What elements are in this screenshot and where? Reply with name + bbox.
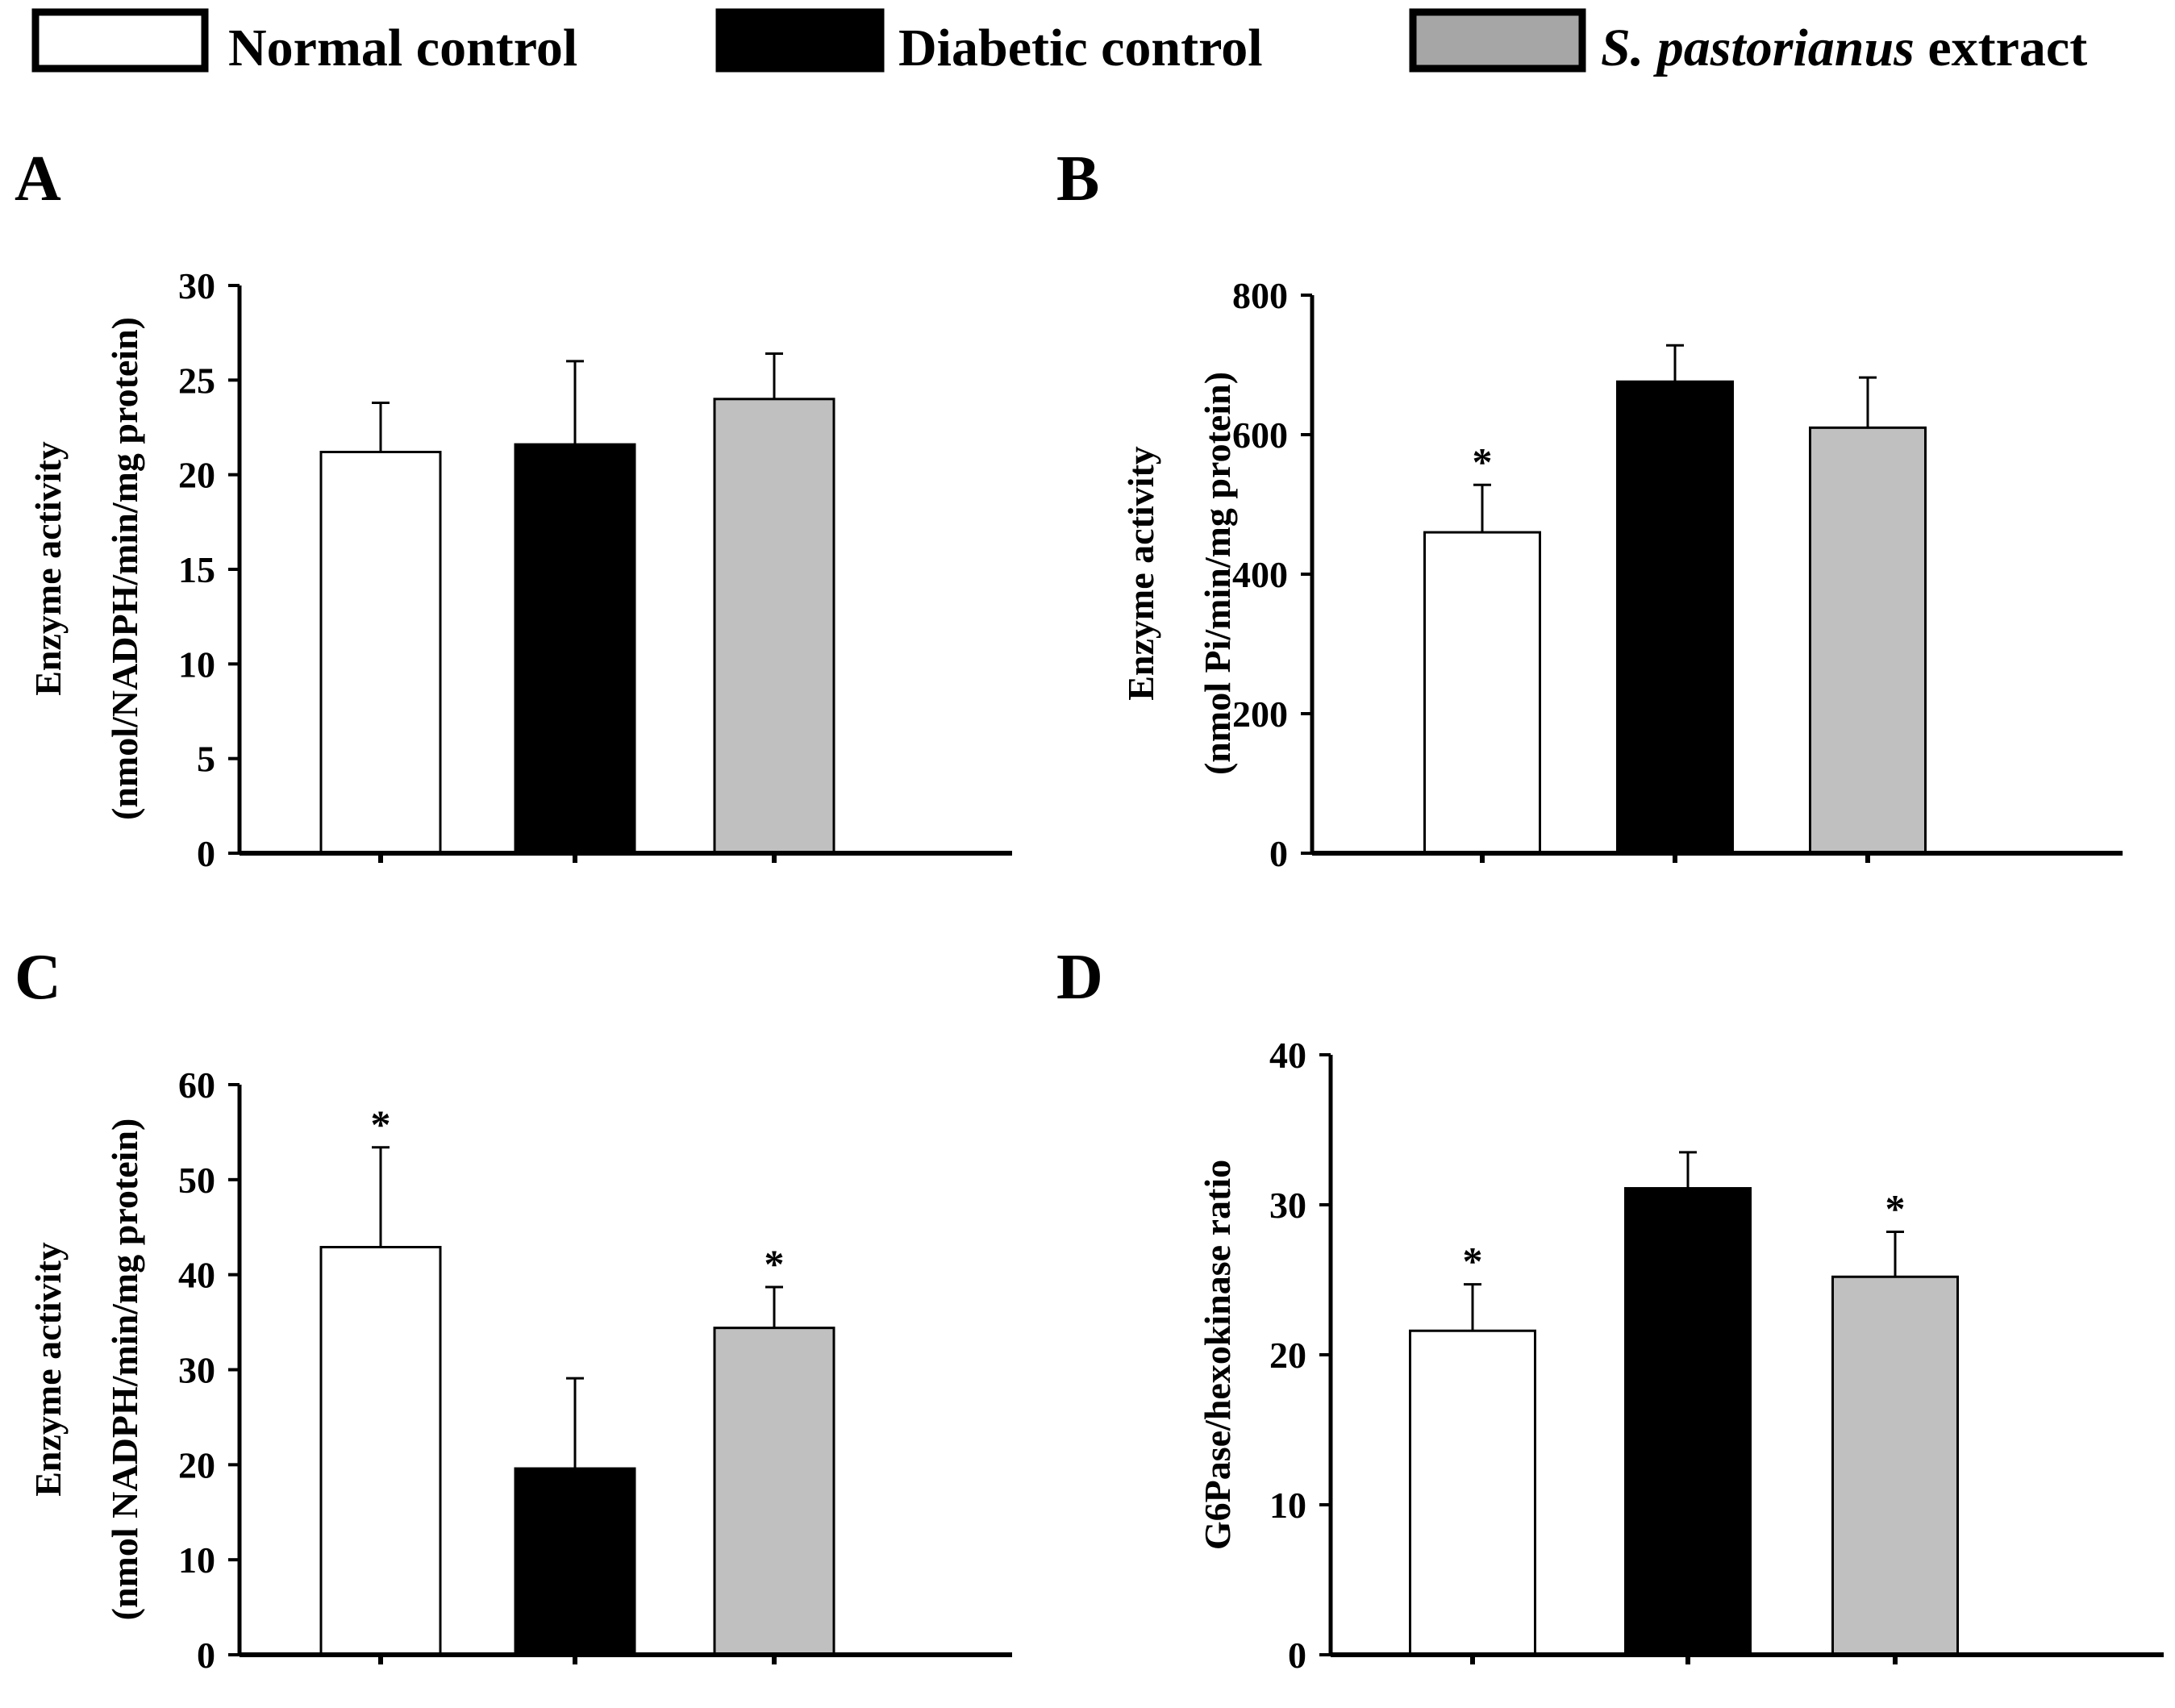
legend-swatch-extract — [1409, 8, 1586, 73]
legend-swatch-diabetic — [715, 8, 885, 73]
chart-panel-b: B * 0 200 400 600 800 Enzyme activity (nmol Pi/m… — [1056, 144, 2123, 874]
y-tick-label-b-1: 200 — [1232, 694, 1288, 735]
bar-b-1 — [1423, 531, 1541, 855]
bar-a-2 — [514, 443, 636, 855]
bar-d-3 — [1831, 1275, 1959, 1656]
legend-swatch-normal — [31, 8, 209, 73]
charts: A 0 5 10 15 20 25 30 Enzyme activity (nmol/NADPH/… — [15, 144, 2164, 1676]
bar-b-3 — [1809, 426, 1927, 855]
y-tick-label-b-0: 0 — [1269, 833, 1288, 874]
significance-star-d-3: * — [1885, 1185, 1906, 1231]
y-tick-label-a-6: 30 — [178, 265, 215, 306]
legend-item-diabetic: Diabetic control — [715, 8, 1263, 77]
y-tick-label-d-3: 30 — [1269, 1185, 1306, 1226]
y-tick-label-d-2: 20 — [1269, 1335, 1306, 1376]
y-tick-label-b-2: 400 — [1232, 554, 1288, 595]
y-tick-label-c-3: 30 — [178, 1350, 215, 1391]
y-tick-label-c-1: 10 — [178, 1539, 215, 1581]
y-axis-label-c-1: Enzyme activity — [27, 1242, 69, 1497]
y-tick-label-c-0: 0 — [197, 1635, 215, 1676]
bar-a-3 — [713, 398, 835, 855]
chart-panel-c: C * * 0 10 20 30 40 50 60 Enzyme activity (nmol NAD… — [15, 942, 1012, 1676]
y-tick-label-a-2: 10 — [178, 644, 215, 685]
y-axis-label-b-1: Enzyme activity — [1120, 446, 1161, 701]
significance-star-c-1: * — [371, 1102, 391, 1147]
bar-c-3 — [713, 1327, 835, 1656]
bar-c-1 — [319, 1245, 442, 1656]
y-tick-label-c-4: 40 — [178, 1255, 215, 1296]
bar-c-2 — [514, 1467, 636, 1656]
legend-label-extract: S. pastorianus extract — [1601, 19, 2087, 77]
y-tick-label-c-5: 50 — [178, 1160, 215, 1201]
y-tick-label-b-4: 800 — [1232, 275, 1288, 316]
bar-a-1 — [319, 451, 442, 855]
legend-item-extract: S. pastorianus extract — [1409, 8, 2087, 77]
y-tick-label-d-0: 0 — [1288, 1635, 1306, 1676]
legend-label-diabetic: Diabetic control — [898, 19, 1263, 77]
y-tick-label-a-0: 0 — [197, 833, 215, 874]
y-tick-label-c-6: 60 — [178, 1064, 215, 1106]
significance-star-d-1: * — [1463, 1239, 1483, 1284]
y-tick-label-a-4: 20 — [178, 455, 215, 496]
y-tick-label-d-4: 40 — [1269, 1035, 1306, 1076]
bar-d-2 — [1624, 1187, 1752, 1656]
bar-b-2 — [1616, 380, 1734, 855]
chart-panel-a: A 0 5 10 15 20 25 30 Enzyme activity (nmol/NADPH/… — [15, 144, 1012, 874]
y-tick-label-a-5: 25 — [178, 360, 215, 401]
panel-letter-a: A — [15, 144, 61, 215]
legend-label-extract-italic: S. pastorianus — [1601, 19, 1915, 77]
y-axis-label-b-2: (nmol Pi/min/mg protein) — [1197, 372, 1238, 775]
legend: Normal control Diabetic control S. pasto… — [31, 8, 2087, 77]
y-axis-label-a-2: (nmol/NADPH/min/mg protein) — [104, 317, 145, 820]
y-tick-label-a-1: 5 — [197, 739, 215, 780]
legend-item-normal: Normal control — [31, 8, 577, 77]
significance-star-b-1: * — [1473, 439, 1493, 484]
legend-label-extract-rest: extract — [1915, 19, 2087, 77]
y-tick-label-d-1: 10 — [1269, 1485, 1306, 1526]
significance-star-c-3: * — [765, 1241, 785, 1286]
y-axis-label-d-1: G6Pase/hexokinase ratio — [1197, 1160, 1238, 1550]
y-axis-label-a-1: Enzyme activity — [27, 441, 69, 696]
chart-panel-d: D * * 0 10 20 30 40 G6Pase/hexokinase ratio — [1056, 942, 2164, 1676]
legend-label-normal: Normal control — [228, 19, 577, 77]
y-tick-label-c-2: 20 — [178, 1444, 215, 1485]
panel-letter-c: C — [15, 942, 61, 1013]
bar-d-1 — [1409, 1329, 1536, 1656]
y-tick-label-a-3: 15 — [178, 549, 215, 590]
y-axis-label-c-2: (nmol NADPH/min/mg protein) — [104, 1119, 145, 1621]
y-tick-label-b-3: 600 — [1232, 415, 1288, 456]
panel-letter-b: B — [1056, 144, 1099, 215]
panel-letter-d: D — [1056, 942, 1103, 1013]
